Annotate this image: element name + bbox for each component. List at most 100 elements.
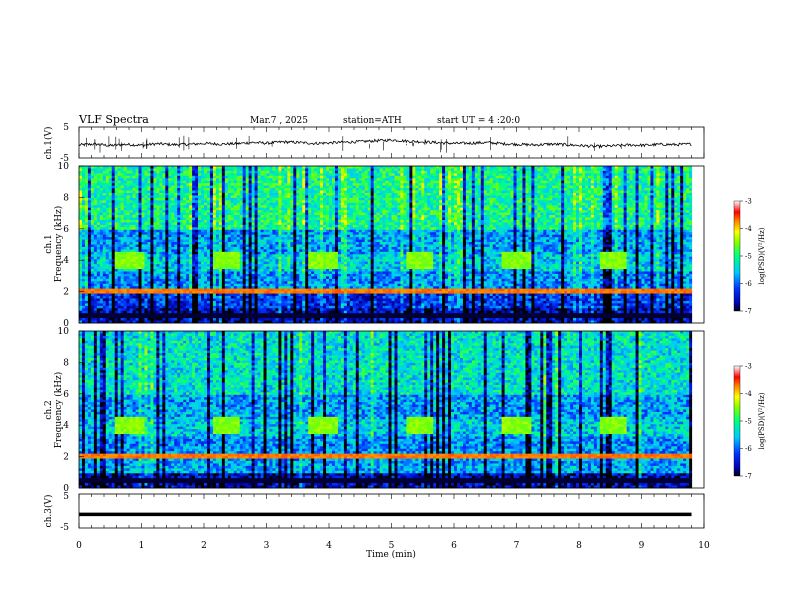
spectrogram-cell [296, 183, 300, 187]
spectrogram-cell [204, 178, 208, 182]
spectrogram-cell [620, 212, 625, 216]
spectrogram-cell [620, 180, 625, 184]
spectrogram-cell [201, 197, 205, 201]
spectrogram-cell [519, 170, 523, 174]
spectrogram-cell [144, 207, 148, 211]
spectrogram-cell [400, 219, 404, 223]
spectrogram-cell [177, 202, 181, 206]
spectrogram-cell [79, 166, 83, 169]
spectrogram-cell [96, 197, 101, 201]
spectrogram-cell [111, 215, 116, 218]
spectrogram-cell [290, 207, 294, 211]
spectrogram-cell [352, 205, 357, 209]
spectrogram-cell [596, 185, 601, 189]
spectrogram-cell [367, 175, 372, 179]
spectrogram-cell [549, 190, 553, 194]
spectrogram-cell [320, 185, 324, 189]
spectrogram-cell [486, 173, 491, 177]
spectrogram-cell [290, 183, 294, 187]
spectrogram-cell [698, 190, 702, 194]
spectrogram-cell [180, 212, 184, 216]
spectrogram-cell [415, 217, 419, 221]
spectrogram-cell [320, 217, 324, 221]
spectrogram-cell [543, 178, 547, 182]
spectrogram-cell [174, 210, 178, 214]
spectrogram-cell [177, 212, 181, 216]
spectrogram-cell [650, 195, 654, 199]
spectrogram-cell [480, 212, 485, 216]
spectrogram-cell [144, 170, 148, 174]
spectrogram-cell [382, 205, 386, 209]
spectrogram-cell [623, 205, 628, 209]
spectrogram-cell [477, 190, 482, 194]
chart-title: VLF Spectra [78, 113, 149, 126]
spectrogram-cell [698, 168, 702, 172]
spectrogram-cell [171, 173, 175, 177]
spectrogram-cell [602, 178, 607, 182]
spectrogram-cell [337, 168, 342, 172]
spectrogram-cell [93, 222, 98, 226]
spectrogram-cell [644, 188, 648, 191]
spectrogram-cell [653, 178, 657, 182]
spectrogram-cell [608, 205, 613, 209]
spectrogram-cell [692, 202, 696, 206]
spectrogram-cell [93, 168, 98, 172]
spectrogram-cell [87, 185, 92, 189]
spectrogram-cell [361, 192, 366, 196]
spectrogram-cell [486, 192, 491, 196]
spectrogram-cell [150, 210, 154, 214]
spectrogram-cell [668, 195, 672, 199]
spectrogram-cell [424, 195, 428, 199]
spectrogram-cell [608, 212, 613, 216]
spectrogram-cell [331, 180, 336, 184]
spectrogram-cell [326, 192, 330, 196]
spectrogram-cell [623, 197, 628, 201]
spectrogram-cell [340, 178, 345, 182]
spectrogram-cell [382, 190, 386, 194]
spectrogram-cell [323, 205, 327, 209]
spectrogram-cell [99, 166, 104, 169]
spectrogram-cell [584, 207, 589, 211]
spectrogram-cell [459, 197, 464, 201]
spectrogram-cell [355, 178, 360, 182]
spectrogram-cell [459, 215, 464, 218]
spectrogram-cell [480, 192, 485, 196]
spectrogram-cell [549, 195, 553, 199]
spectrogram-cell [227, 190, 232, 194]
spectrogram-cell [251, 170, 255, 174]
spectrogram-cell [102, 185, 107, 189]
spectrogram-cell [334, 205, 339, 209]
spectrogram-cell [302, 200, 306, 204]
spectrogram-cell [201, 219, 205, 223]
spectrogram-cell [540, 188, 544, 191]
spectrogram-cell [689, 190, 693, 194]
spectrogram-cell [400, 210, 404, 214]
spectrogram-cell [171, 219, 175, 223]
spectrogram-cell [323, 190, 327, 194]
spectrogram-cell [564, 183, 568, 187]
spectrogram-cell [165, 219, 169, 223]
spectrogram-cell [394, 183, 398, 187]
spectrogram-cell [305, 175, 309, 179]
spectrogram-cell [117, 192, 122, 196]
spectrogram-cell [558, 173, 562, 177]
spectrogram-cell [376, 202, 380, 206]
spectrogram-cell [587, 217, 592, 221]
spectrogram-cell [120, 178, 125, 182]
spectrogram-cell [123, 215, 128, 218]
spectrogram-cell [412, 173, 416, 177]
spectrogram-cell [608, 175, 613, 179]
spectrogram-cell [671, 197, 675, 201]
spectrogram-cell [150, 205, 154, 209]
spectrogram-cell [701, 210, 705, 214]
spectrogram-cell [510, 192, 514, 196]
spectrogram-cell [456, 173, 461, 177]
spectrogram-cell [558, 212, 562, 216]
spectrogram-cell [400, 185, 404, 189]
spectrogram-cell [391, 175, 395, 179]
spectrogram-cell [186, 175, 190, 179]
spectrogram-cell [605, 190, 610, 194]
spectrogram-cell [662, 166, 666, 169]
spectrogram-cell [114, 200, 119, 204]
spectrogram-cell [614, 205, 619, 209]
